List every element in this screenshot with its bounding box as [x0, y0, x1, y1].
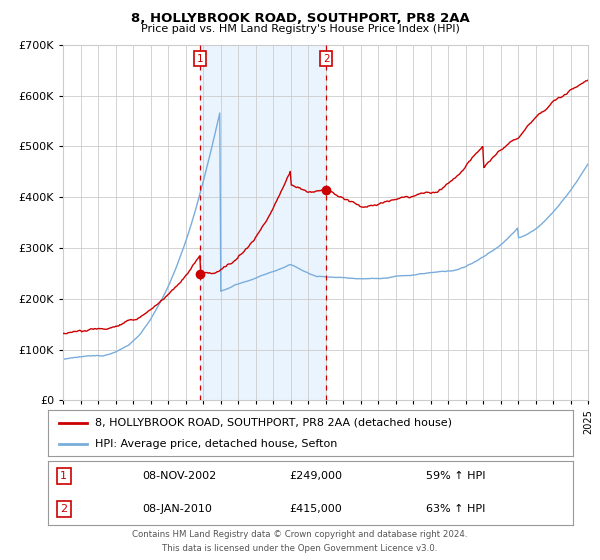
Text: 59% ↑ HPI: 59% ↑ HPI — [426, 471, 485, 481]
Text: HPI: Average price, detached house, Sefton: HPI: Average price, detached house, Seft… — [95, 439, 338, 449]
Text: 2: 2 — [323, 54, 329, 64]
Text: This data is licensed under the Open Government Licence v3.0.: This data is licensed under the Open Gov… — [163, 544, 437, 553]
Text: £415,000: £415,000 — [290, 504, 342, 514]
Text: Price paid vs. HM Land Registry's House Price Index (HPI): Price paid vs. HM Land Registry's House … — [140, 24, 460, 34]
Bar — [200, 45, 326, 400]
Text: 1: 1 — [60, 471, 67, 481]
Text: 08-NOV-2002: 08-NOV-2002 — [143, 471, 217, 481]
Text: Contains HM Land Registry data © Crown copyright and database right 2024.: Contains HM Land Registry data © Crown c… — [132, 530, 468, 539]
Text: 63% ↑ HPI: 63% ↑ HPI — [426, 504, 485, 514]
Text: 8, HOLLYBROOK ROAD, SOUTHPORT, PR8 2AA (detached house): 8, HOLLYBROOK ROAD, SOUTHPORT, PR8 2AA (… — [95, 418, 452, 428]
Text: 1: 1 — [197, 54, 203, 64]
Text: 2: 2 — [60, 504, 67, 514]
Text: £249,000: £249,000 — [290, 471, 343, 481]
Text: 8, HOLLYBROOK ROAD, SOUTHPORT, PR8 2AA: 8, HOLLYBROOK ROAD, SOUTHPORT, PR8 2AA — [131, 12, 469, 25]
Text: 08-JAN-2010: 08-JAN-2010 — [143, 504, 212, 514]
